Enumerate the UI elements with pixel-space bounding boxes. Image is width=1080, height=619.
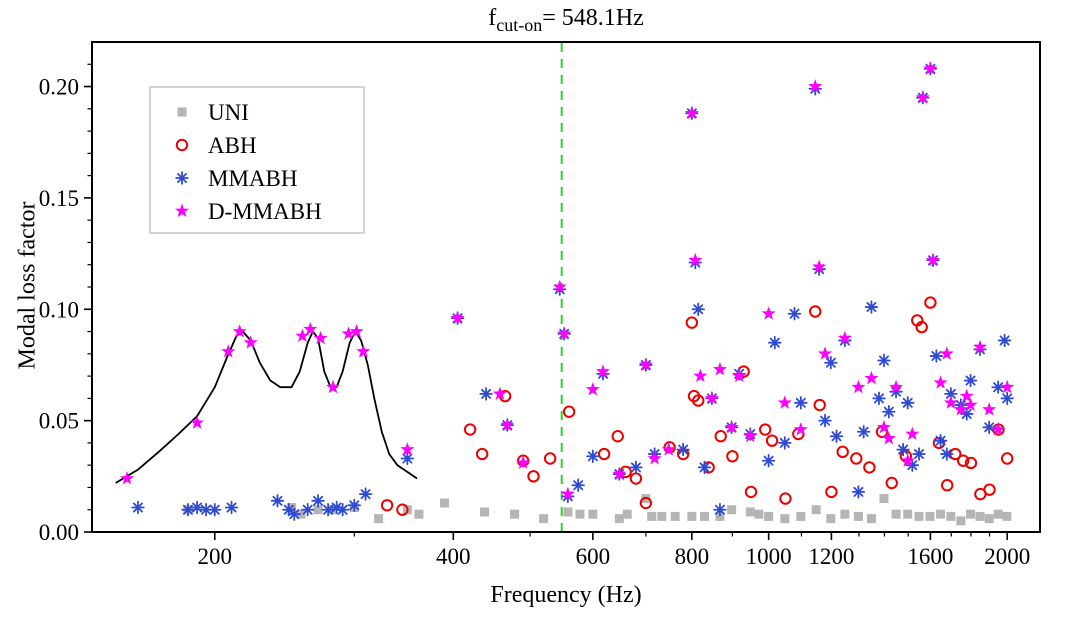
title-subscript: cut-on bbox=[496, 14, 543, 35]
x-axis-label: Frequency (Hz) bbox=[490, 582, 642, 608]
response-curve bbox=[115, 330, 418, 484]
axes: 200 400 600 800 1000 1200 1600 2000 0.00 0.05 0.10… bbox=[39, 41, 1041, 569]
y-tick-label: 0.05 bbox=[39, 409, 79, 434]
x-tick-label: 2000 bbox=[984, 544, 1030, 569]
title-rest: = 548.1Hz bbox=[542, 5, 644, 31]
x-tick-label: 400 bbox=[436, 544, 471, 569]
title-base: f bbox=[488, 5, 497, 31]
legend-item-uni: UNI bbox=[177, 100, 249, 125]
legend-label-d-mmabh: D-MMABH bbox=[208, 199, 322, 224]
x-tick-label: 1000 bbox=[746, 544, 792, 569]
y-tick-label: 0.10 bbox=[39, 297, 79, 322]
legend-item-mmabh: MMABH bbox=[175, 166, 297, 191]
series-abh bbox=[380, 296, 1014, 516]
x-tick-label: 1200 bbox=[808, 544, 854, 569]
x-tick-label: 600 bbox=[576, 544, 611, 569]
chart-title: fcut-on= 548.1Hz bbox=[92, 5, 1040, 36]
legend-item-d-mmabh: D-MMABH bbox=[174, 199, 322, 224]
y-tick-label: 0.15 bbox=[39, 186, 79, 211]
y-tick-label: 0.00 bbox=[39, 520, 79, 545]
legend-item-abh: ABH bbox=[175, 133, 257, 158]
series-uni bbox=[183, 494, 1012, 526]
legend: UNI ABH MMABH D-MMABH bbox=[149, 86, 365, 234]
legend-label-mmabh: MMABH bbox=[208, 166, 297, 191]
legend-label-uni: UNI bbox=[208, 100, 249, 125]
x-tick-label: 1600 bbox=[907, 544, 953, 569]
y-axis-label: Modal loss factor bbox=[14, 201, 41, 370]
x-tick-label: 200 bbox=[198, 544, 233, 569]
x-tick-label: 800 bbox=[675, 544, 710, 569]
y-tick-label: 0.20 bbox=[39, 75, 79, 100]
legend-label-abh: ABH bbox=[208, 133, 257, 158]
series-d-mmabh bbox=[119, 61, 1015, 501]
